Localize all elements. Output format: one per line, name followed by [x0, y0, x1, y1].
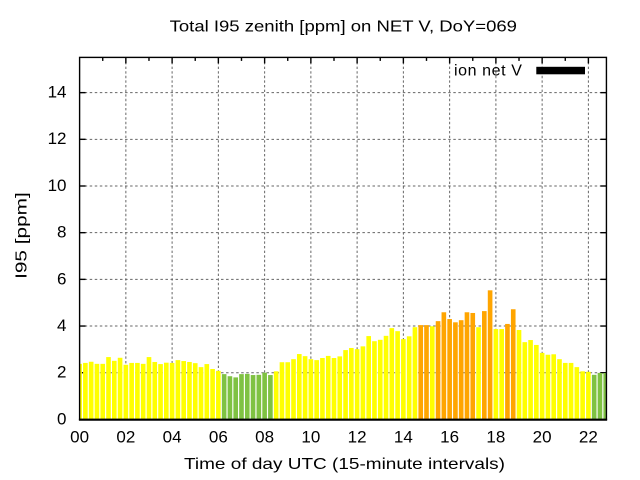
svg-text:14: 14	[394, 428, 413, 447]
svg-text:I95 [ppm]: I95 [ppm]	[12, 192, 30, 279]
svg-text:2: 2	[57, 363, 66, 382]
svg-text:10: 10	[301, 428, 320, 447]
svg-text:Total I95 zenith [ppm] on NET: Total I95 zenith [ppm] on NET V, DoY=069	[170, 17, 517, 35]
svg-text:14: 14	[48, 83, 67, 102]
svg-text:02: 02	[116, 428, 135, 447]
svg-text:04: 04	[163, 428, 182, 447]
svg-text:Time of day UTC (15-minute int: Time of day UTC (15-minute intervals)	[184, 454, 505, 472]
svg-text:20: 20	[533, 428, 552, 447]
svg-text:12: 12	[348, 428, 367, 447]
svg-text:22: 22	[579, 428, 598, 447]
svg-text:00: 00	[70, 428, 89, 447]
svg-text:08: 08	[255, 428, 274, 447]
svg-text:6: 6	[57, 269, 66, 288]
svg-text:12: 12	[48, 129, 67, 148]
svg-text:16: 16	[440, 428, 459, 447]
svg-text:10: 10	[48, 176, 67, 195]
svg-text:0: 0	[57, 409, 66, 428]
svg-text:4: 4	[57, 316, 66, 335]
svg-text:06: 06	[209, 428, 228, 447]
svg-text:8: 8	[57, 223, 66, 242]
svg-text:18: 18	[486, 428, 505, 447]
svg-text:ion net V: ion net V	[454, 63, 523, 80]
